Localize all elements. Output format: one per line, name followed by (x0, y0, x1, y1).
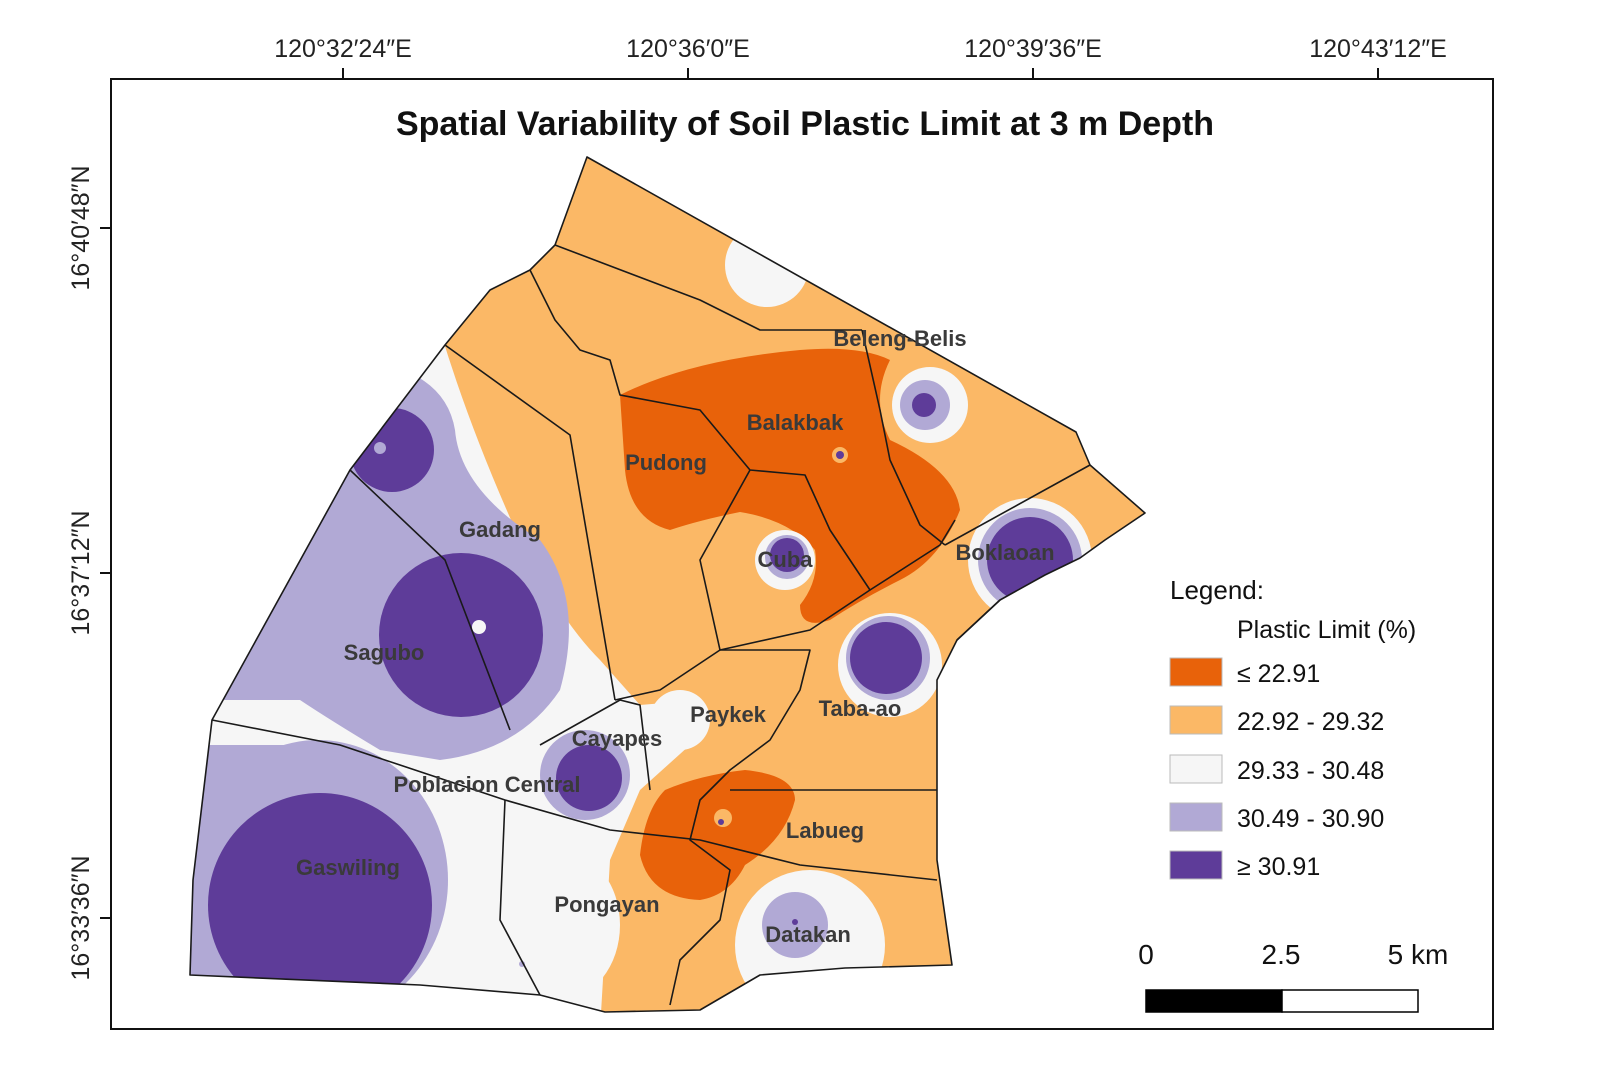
sample-point (836, 451, 844, 459)
map-title: Spatial Variability of Soil Plastic Limi… (396, 105, 1214, 143)
label-gaswiling: Gaswiling (296, 855, 400, 880)
legend-label-30-49-30-90: 30.49 - 30.90 (1237, 805, 1384, 833)
longitude-label-2: 120°36′0″E (626, 35, 750, 63)
legend-swatch-30-49-30-90 (1169, 802, 1223, 832)
legend-swatch-29-33-30-48 (1169, 754, 1223, 784)
class-29-33-30-48-area (500, 850, 620, 1000)
label-pudong: Pudong (625, 450, 707, 475)
class-ge-30-91-area (556, 745, 622, 811)
class-ge-30-91-area (770, 538, 804, 572)
label-boklaoan: Boklaoan (955, 540, 1054, 565)
longitude-label-3: 120°39′36″E (964, 35, 1102, 63)
legend: Legend: Plastic Limit (%) ≤ 22.91 22.92 … (1169, 575, 1416, 881)
legend-swatch-le-22-91 (1169, 657, 1223, 687)
label-taba-ao: Taba-ao (819, 696, 902, 721)
sample-point (472, 620, 486, 634)
label-datakan: Datakan (765, 922, 851, 947)
latitude-label-3: 16°33′36″N (67, 855, 95, 980)
label-labueg: Labueg (786, 818, 864, 843)
legend-label-le-22-91: ≤ 22.91 (1237, 660, 1320, 688)
class-ge-30-91-area (379, 553, 543, 717)
legend-label-ge-30-91: ≥ 30.91 (1237, 853, 1320, 881)
class-ge-30-91-area (912, 393, 936, 417)
class-29-33-30-48-area (650, 690, 710, 750)
sample-point (374, 442, 386, 454)
sample-point (792, 919, 798, 925)
legend-label-22-92-29-32: 22.92 - 29.32 (1237, 708, 1384, 736)
longitude-label-4: 120°43′12″E (1309, 35, 1447, 63)
sample-point (718, 819, 724, 825)
legend-label-29-33-30-48: 29.33 - 30.48 (1237, 757, 1384, 785)
legend-title: Legend: (1170, 575, 1264, 605)
barangay-boundaries (189, 156, 1146, 1013)
graticule-ticks (100, 68, 1379, 919)
label-cuba: Cuba (758, 547, 814, 572)
label-gadang: Gadang (459, 517, 541, 542)
label-pongayan: Pongayan (554, 892, 659, 917)
class-le-22-91-area (620, 348, 960, 623)
legend-subtitle: Plastic Limit (%) (1237, 616, 1416, 644)
sample-point (714, 809, 732, 827)
label-poblacion-central: Poblacion Central (393, 772, 580, 797)
scale-label-0: 0 (1138, 939, 1154, 970)
latitude-label-2: 16°37′12″N (67, 510, 95, 635)
label-balakbak: Balakbak (747, 410, 844, 435)
label-cayapes: Cayapes (572, 726, 663, 751)
longitude-label-1: 120°32′24″E (274, 35, 412, 63)
label-sagubo: Sagubo (344, 640, 425, 665)
scale-segment-black (1145, 989, 1283, 1013)
class-le-22-91-area (640, 770, 795, 900)
class-ge-30-91-area (850, 622, 922, 694)
scale-segment-white (1281, 989, 1419, 1013)
barangay-labels: Beleng-Belis Balakbak Pudong Gadang Cuba… (296, 326, 1054, 947)
scale-label-5-km: 5 km (1388, 939, 1449, 970)
label-beleng-belis: Beleng-Belis (833, 326, 966, 351)
class-ge-30-91-area (208, 793, 432, 1012)
label-paykek: Paykek (690, 702, 767, 727)
scale-bar: 0 2.5 5 km (1138, 939, 1449, 1013)
legend-swatch-22-92-29-32 (1169, 705, 1223, 735)
latitude-label-1: 16°40′48″N (67, 165, 95, 290)
legend-swatch-ge-30-91 (1169, 850, 1223, 880)
scale-label-2-5: 2.5 (1262, 939, 1301, 970)
